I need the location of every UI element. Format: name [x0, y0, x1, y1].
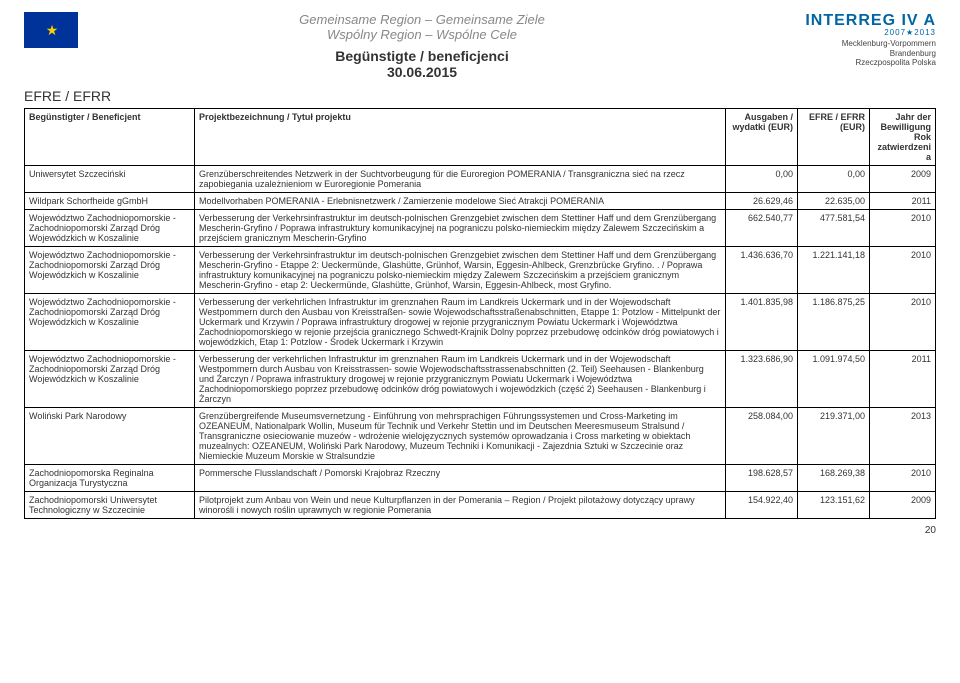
document-date: 30.06.2015 [78, 64, 766, 80]
page-number: 20 [24, 525, 936, 536]
cell-project: Pilotprojekt zum Anbau von Wein und neue… [195, 492, 726, 519]
header-left: ★ [24, 12, 78, 48]
cell-expenditure: 0,00 [726, 166, 798, 193]
table-row: Zachodniopomorski Uniwersytet Technologi… [25, 492, 936, 519]
cell-year: 2011 [870, 193, 936, 210]
cell-efre: 22.635,00 [798, 193, 870, 210]
table-row: Województwo Zachodniopomorskie - Zachodn… [25, 351, 936, 408]
cell-efre: 1.221.141,18 [798, 247, 870, 294]
col-expenditure: Ausgaben / wydatki (EUR) [726, 109, 798, 166]
document-title: Begünstigte / beneficjenci [78, 48, 766, 64]
cell-year: 2010 [870, 247, 936, 294]
cell-year: 2010 [870, 210, 936, 247]
interreg-region-3: Rzeczpospolita Polska [805, 58, 936, 68]
header-center: Gemeinsame Region – Gemeinsame Ziele Wsp… [78, 12, 766, 80]
cell-efre: 123.151,62 [798, 492, 870, 519]
cell-beneficiary: Województwo Zachodniopomorskie - Zachodn… [25, 294, 195, 351]
cell-expenditure: 258.084,00 [726, 408, 798, 465]
page-header: ★ Gemeinsame Region – Gemeinsame Ziele W… [24, 12, 936, 80]
cell-beneficiary: Województwo Zachodniopomorskie - Zachodn… [25, 210, 195, 247]
cell-efre: 1.186.875,25 [798, 294, 870, 351]
cell-efre: 1.091.974,50 [798, 351, 870, 408]
cell-project: Verbesserung der verkehrlichen Infrastru… [195, 351, 726, 408]
cell-beneficiary: Województwo Zachodniopomorskie - Zachodn… [25, 247, 195, 294]
beneficiaries-table: Begünstigter / Beneficjent Projektbezeic… [24, 108, 936, 519]
cell-beneficiary: Województwo Zachodniopomorskie - Zachodn… [25, 351, 195, 408]
table-row: Woliński Park NarodowyGrenzübergreifende… [25, 408, 936, 465]
cell-year: 2013 [870, 408, 936, 465]
cell-project: Verbesserung der verkehrlichen Infrastru… [195, 294, 726, 351]
table-row: Zachodniopomorska Reginalna Organizacja … [25, 465, 936, 492]
cell-efre: 477.581,54 [798, 210, 870, 247]
table-row: Województwo Zachodniopomorskie - Zachodn… [25, 247, 936, 294]
cell-project: Modellvorhaben POMERANIA - Erlebnisnetzw… [195, 193, 726, 210]
cell-project: Grenzüberschreitendes Netzwerk in der Su… [195, 166, 726, 193]
slogan-de: Gemeinsame Region – Gemeinsame Ziele [78, 12, 766, 27]
interreg-region-1: Mecklenburg-Vorpommern [805, 39, 936, 49]
efre-label: EFRE / EFRR [24, 88, 936, 104]
cell-expenditure: 1.323.686,90 [726, 351, 798, 408]
cell-year: 2009 [870, 166, 936, 193]
col-efre: EFRE / EFRR (EUR) [798, 109, 870, 166]
cell-year: 2009 [870, 492, 936, 519]
cell-beneficiary: Zachodniopomorski Uniwersytet Technologi… [25, 492, 195, 519]
cell-beneficiary: Woliński Park Narodowy [25, 408, 195, 465]
cell-beneficiary: Uniwersytet Szczeciński [25, 166, 195, 193]
interreg-regions: Mecklenburg-Vorpommern Brandenburg Rzecz… [805, 39, 936, 68]
cell-expenditure: 26.629,46 [726, 193, 798, 210]
cell-expenditure: 1.436.636,70 [726, 247, 798, 294]
cell-project: Verbesserung der Verkehrsinfrastruktur i… [195, 210, 726, 247]
eu-flag-icon: ★ [24, 12, 78, 48]
slogan-pl: Wspólny Region – Wspólne Cele [78, 27, 766, 42]
table-row: Województwo Zachodniopomorskie - Zachodn… [25, 294, 936, 351]
cell-expenditure: 198.628,57 [726, 465, 798, 492]
table-row: Wildpark Schorfheide gGmbHModellvorhaben… [25, 193, 936, 210]
header-right: INTERREG IV A 2007★2013 Mecklenburg-Vorp… [766, 12, 936, 68]
cell-year: 2011 [870, 351, 936, 408]
cell-expenditure: 154.922,40 [726, 492, 798, 519]
cell-project: Grenzübergreifende Museumsvernetzung - E… [195, 408, 726, 465]
table-header-row: Begünstigter / Beneficjent Projektbezeic… [25, 109, 936, 166]
cell-project: Verbesserung der Verkehrsinfrastruktur i… [195, 247, 726, 294]
col-year: Jahr der Bewilligung Rok zatwierdzenia [870, 109, 936, 166]
col-project: Projektbezeichnung / Tytuł projektu [195, 109, 726, 166]
cell-efre: 219.371,00 [798, 408, 870, 465]
table-row: Uniwersytet SzczecińskiGrenzüberschreite… [25, 166, 936, 193]
interreg-logo: INTERREG IV A 2007★2013 Mecklenburg-Vorp… [805, 12, 936, 68]
table-body: Uniwersytet SzczecińskiGrenzüberschreite… [25, 166, 936, 519]
interreg-region-2: Brandenburg [805, 49, 936, 59]
col-beneficiary: Begünstigter / Beneficjent [25, 109, 195, 166]
cell-efre: 168.269,38 [798, 465, 870, 492]
cell-project: Pommersche Flusslandschaft / Pomorski Kr… [195, 465, 726, 492]
cell-beneficiary: Zachodniopomorska Reginalna Organizacja … [25, 465, 195, 492]
cell-expenditure: 662.540,77 [726, 210, 798, 247]
cell-beneficiary: Wildpark Schorfheide gGmbH [25, 193, 195, 210]
cell-year: 2010 [870, 465, 936, 492]
cell-expenditure: 1.401.835,98 [726, 294, 798, 351]
table-row: Województwo Zachodniopomorskie - Zachodn… [25, 210, 936, 247]
cell-efre: 0,00 [798, 166, 870, 193]
cell-year: 2010 [870, 294, 936, 351]
